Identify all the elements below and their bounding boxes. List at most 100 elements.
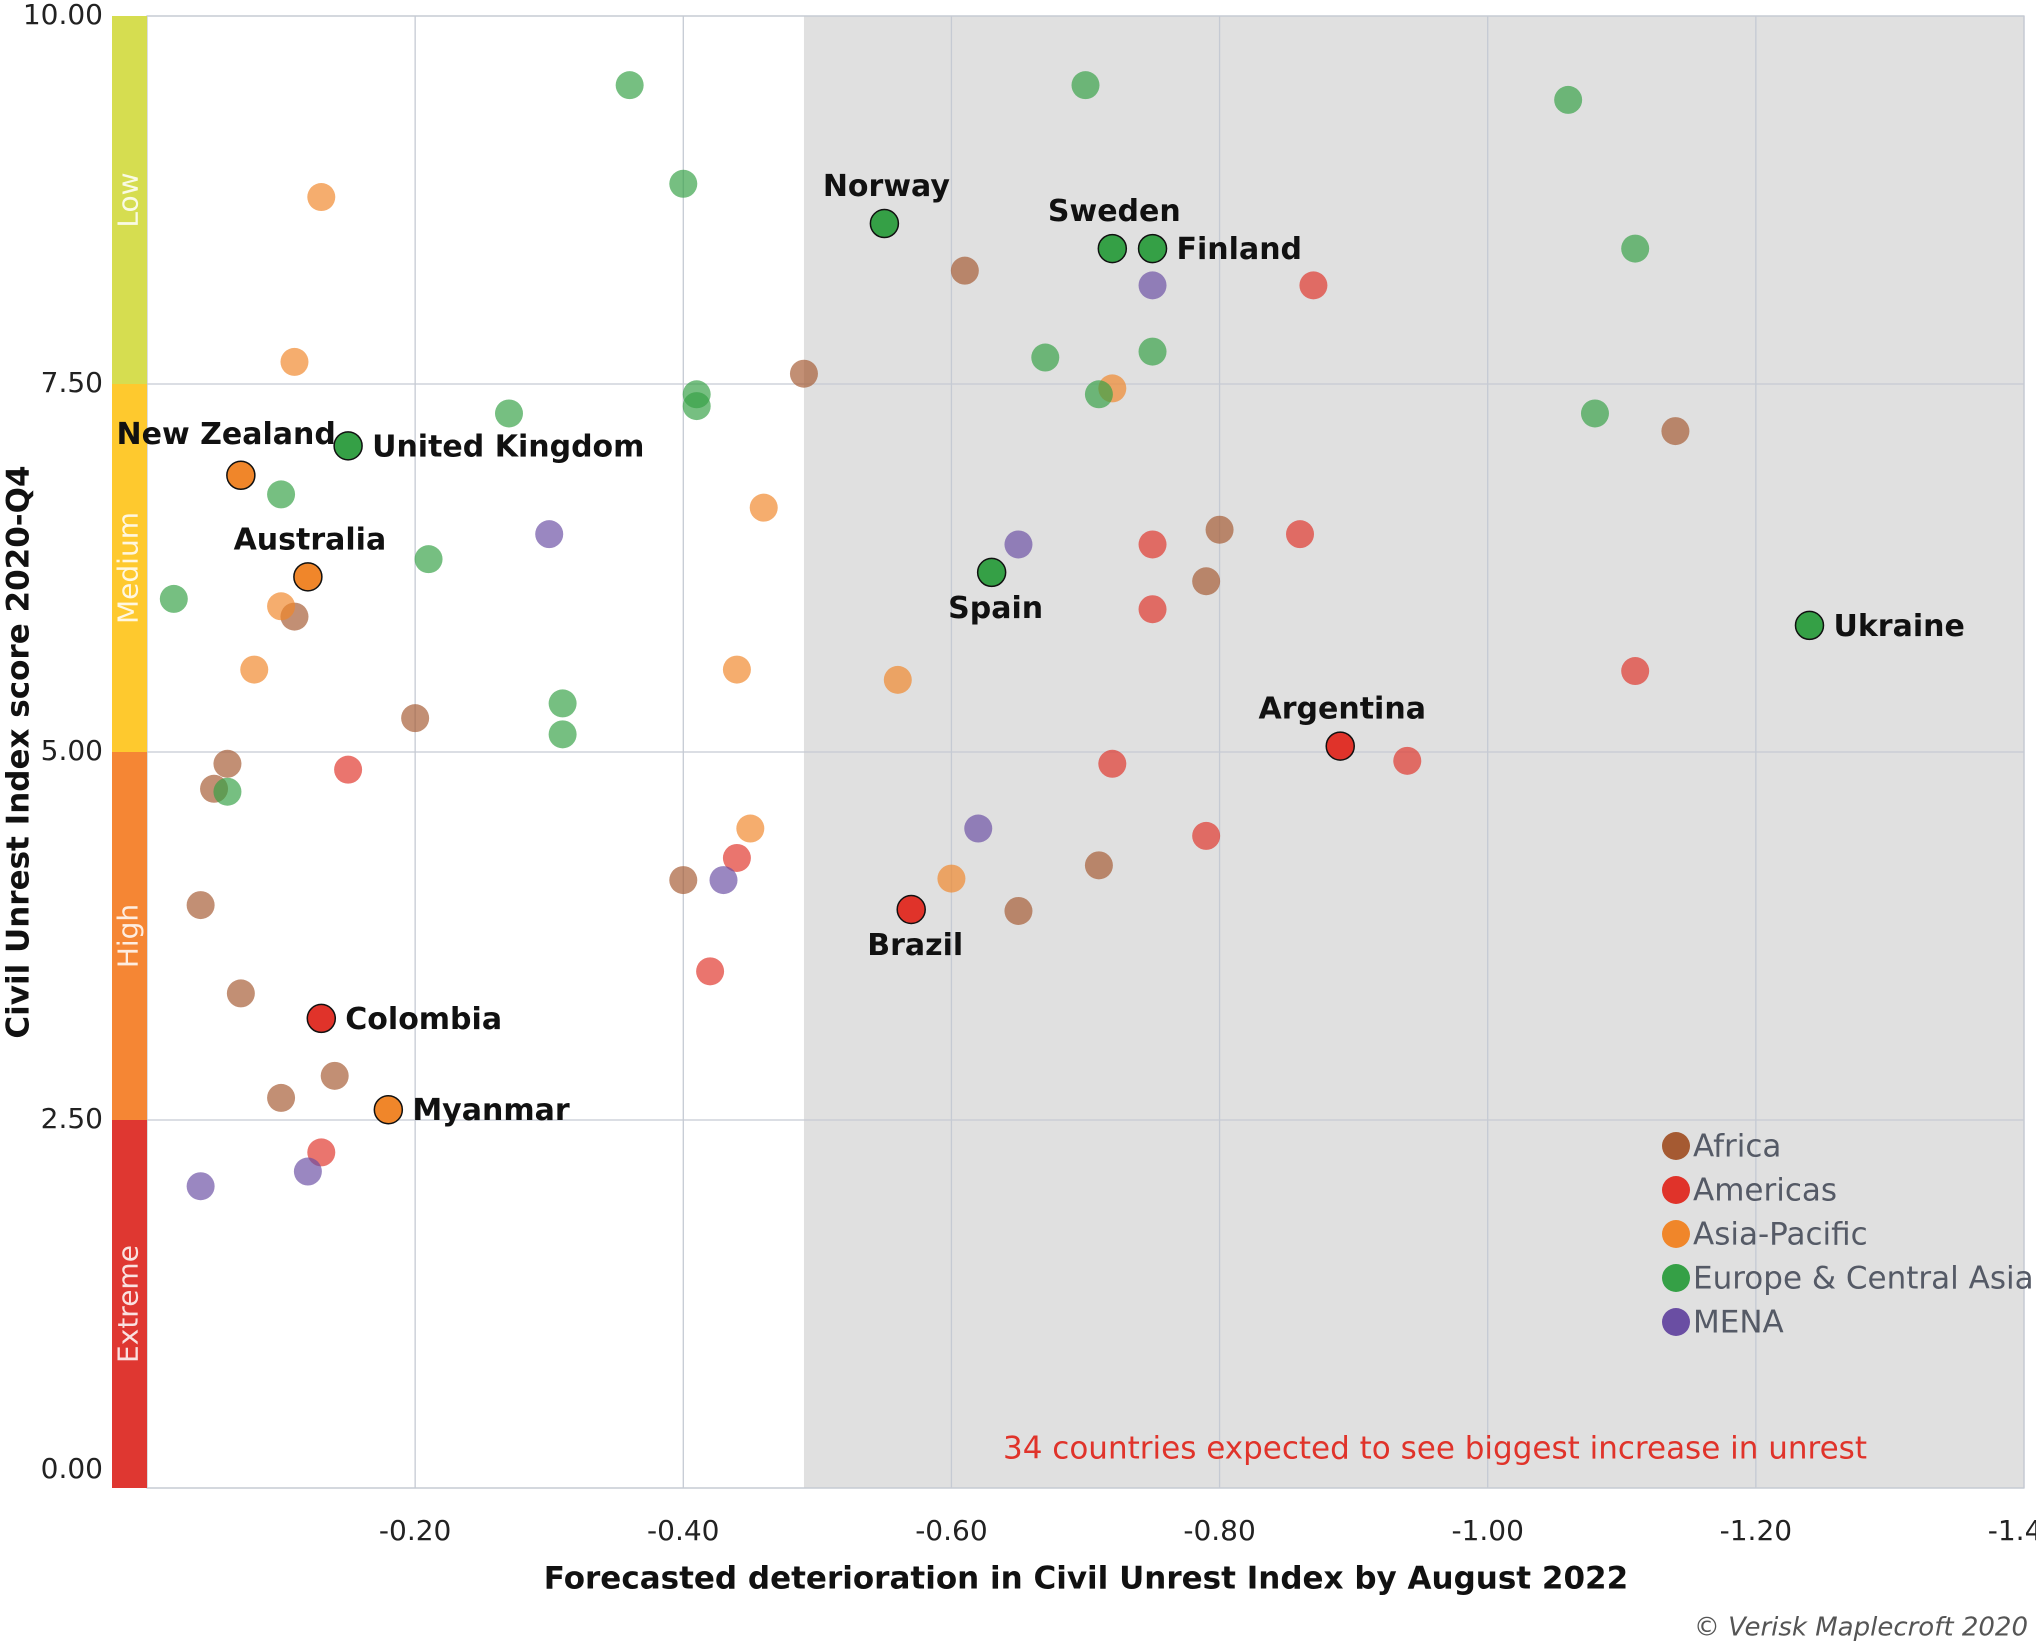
data-point bbox=[1004, 896, 1033, 925]
data-point bbox=[1580, 399, 1609, 428]
legend-marker bbox=[1662, 1220, 1690, 1248]
data-point bbox=[267, 592, 296, 621]
x-tick-label: -0.60 bbox=[915, 1514, 987, 1547]
data-point bbox=[306, 1003, 337, 1034]
data-point bbox=[789, 359, 818, 388]
data-point bbox=[401, 704, 430, 733]
legend-marker bbox=[1662, 1132, 1690, 1160]
data-point bbox=[1299, 271, 1328, 300]
data-point bbox=[333, 431, 363, 461]
data-point bbox=[1004, 530, 1033, 559]
annotation: 34 countries expected to see biggest inc… bbox=[1003, 1431, 1867, 1467]
data-point bbox=[1205, 515, 1234, 544]
data-point bbox=[1794, 610, 1825, 641]
legend-label: Africa bbox=[1693, 1129, 1781, 1165]
data-point bbox=[1192, 567, 1221, 596]
data-point bbox=[373, 1094, 404, 1125]
point-label: Australia bbox=[234, 522, 387, 557]
data-point bbox=[696, 957, 725, 986]
data-point bbox=[186, 1172, 215, 1201]
data-point bbox=[414, 545, 443, 574]
x-axis-title: Forecasted deterioration in Civil Unrest… bbox=[544, 1561, 1628, 1597]
risk-band bbox=[112, 384, 147, 752]
legend-marker bbox=[1662, 1176, 1690, 1204]
data-point bbox=[186, 891, 215, 920]
data-point bbox=[682, 392, 711, 421]
risk-band-label: Extreme bbox=[112, 1245, 145, 1363]
x-tick-label: -0.40 bbox=[647, 1514, 719, 1547]
data-point bbox=[1325, 731, 1355, 761]
x-tick-label: -0.20 bbox=[379, 1514, 451, 1547]
x-tick-label: -1.40 bbox=[1988, 1514, 2036, 1547]
data-point bbox=[226, 460, 256, 491]
data-point bbox=[1661, 417, 1690, 446]
data-point bbox=[1138, 595, 1167, 624]
point-label: Brazil bbox=[867, 928, 963, 963]
data-point bbox=[976, 557, 1007, 588]
data-point bbox=[937, 864, 966, 893]
data-point bbox=[280, 347, 309, 376]
data-point bbox=[1138, 271, 1167, 300]
risk-band bbox=[112, 1120, 147, 1488]
legend-label: Americas bbox=[1693, 1173, 1837, 1209]
data-point bbox=[669, 169, 698, 198]
data-point bbox=[1621, 234, 1650, 263]
data-point bbox=[293, 562, 323, 592]
risk-band bbox=[112, 752, 147, 1120]
data-point bbox=[307, 183, 336, 212]
data-point bbox=[1084, 851, 1113, 880]
risk-band-label: High bbox=[112, 904, 145, 968]
data-point bbox=[1192, 821, 1221, 850]
point-label: Spain bbox=[948, 591, 1043, 626]
data-point bbox=[267, 1083, 296, 1112]
data-point bbox=[1393, 746, 1422, 775]
data-point bbox=[334, 755, 363, 784]
data-point bbox=[548, 720, 577, 749]
data-point bbox=[213, 749, 242, 778]
data-point bbox=[159, 584, 188, 613]
data-point bbox=[950, 256, 979, 285]
legend-label: Europe & Central Asia bbox=[1693, 1261, 2034, 1297]
data-point bbox=[293, 1157, 322, 1186]
risk-band bbox=[112, 16, 147, 384]
data-point bbox=[749, 493, 778, 522]
y-tick-label: 10.00 bbox=[23, 0, 103, 31]
point-label: Ukraine bbox=[1833, 609, 1964, 644]
credit: © Verisk Maplecroft 2020 bbox=[1694, 1613, 2028, 1643]
x-tick-label: -0.80 bbox=[1183, 1514, 1255, 1547]
data-point bbox=[320, 1061, 349, 1090]
data-point bbox=[1621, 657, 1650, 686]
point-label: Finland bbox=[1177, 232, 1303, 267]
data-point bbox=[1071, 71, 1100, 100]
data-point bbox=[896, 894, 926, 925]
data-point bbox=[964, 814, 993, 843]
point-label: United Kingdom bbox=[372, 429, 644, 464]
x-tick-label: -1.20 bbox=[1720, 1514, 1792, 1547]
y-tick-label: 0.00 bbox=[41, 1452, 103, 1485]
y-tick-label: 7.50 bbox=[41, 366, 103, 399]
data-point bbox=[883, 665, 912, 694]
data-point bbox=[267, 480, 296, 509]
data-point bbox=[548, 689, 577, 718]
data-point bbox=[213, 777, 242, 806]
data-point bbox=[535, 520, 564, 549]
point-label: Colombia bbox=[345, 1002, 502, 1037]
legend-marker bbox=[1662, 1308, 1690, 1336]
data-point bbox=[869, 208, 900, 239]
point-label: Argentina bbox=[1259, 692, 1426, 727]
point-label: New Zealand bbox=[117, 417, 336, 452]
data-point bbox=[1286, 520, 1315, 549]
data-point bbox=[615, 71, 644, 100]
data-point bbox=[669, 866, 698, 895]
legend-label: Asia-Pacific bbox=[1693, 1217, 1868, 1253]
data-point bbox=[709, 866, 738, 895]
point-label: Sweden bbox=[1048, 194, 1181, 229]
y-tick-label: 2.50 bbox=[41, 1102, 103, 1135]
y-axis-title: Civil Unrest Index score 2020-Q4 bbox=[1, 465, 37, 1038]
data-point bbox=[722, 843, 751, 872]
risk-band-label: Medium bbox=[112, 512, 145, 624]
data-point bbox=[1031, 343, 1060, 372]
data-point bbox=[1554, 85, 1583, 114]
data-point bbox=[1138, 530, 1167, 559]
y-tick-label: 5.00 bbox=[41, 734, 103, 767]
